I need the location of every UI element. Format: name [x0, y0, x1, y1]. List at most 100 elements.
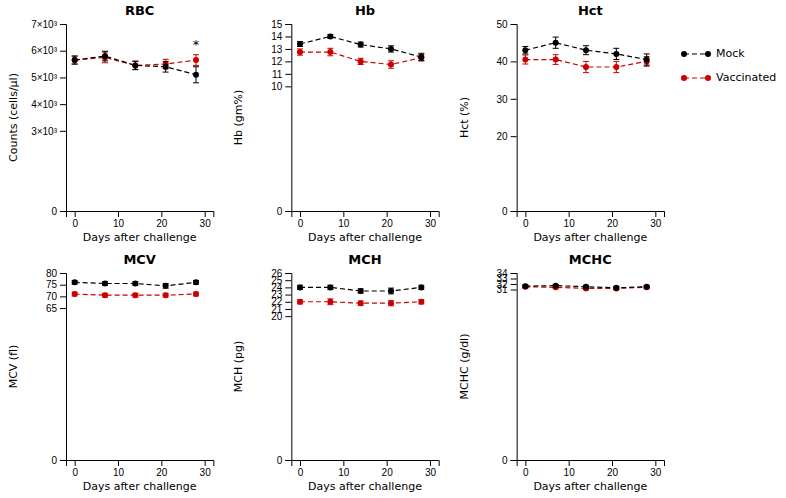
y-tick-mark [60, 296, 66, 297]
error-bar [297, 300, 303, 304]
data-point [327, 33, 333, 39]
error-bar-cap [522, 64, 528, 65]
y-tick: 75 [46, 279, 66, 290]
data-point [613, 64, 619, 70]
series-line [75, 56, 196, 75]
data-point [388, 300, 394, 306]
x-tick: 0 [523, 211, 529, 229]
y-tick-mark [285, 36, 291, 37]
y-tick: 0 [51, 206, 66, 217]
x-tick-label: 0 [298, 218, 304, 229]
data-point [132, 281, 138, 287]
data-point [553, 40, 559, 46]
plot-area [297, 33, 424, 68]
y-axis: 020212223242526 [271, 268, 292, 466]
x-tick-label: 10 [113, 467, 125, 478]
x-tick-mark [300, 211, 301, 217]
data-point [193, 291, 199, 297]
legend-item: Mock [681, 47, 745, 60]
y-tick-mark [60, 308, 66, 309]
y-tick: 70 [46, 291, 66, 302]
x-tick-mark [343, 460, 344, 466]
y-tick: 0 [277, 206, 292, 217]
plot-area [297, 284, 424, 306]
error-bar [358, 58, 364, 64]
error-bar-cap [553, 54, 559, 55]
error-bar [102, 51, 108, 61]
y-tick-label: 0 [51, 455, 57, 466]
error-bar-cap [522, 46, 528, 47]
y-tick: 11 [272, 69, 291, 80]
error-bar [193, 67, 199, 83]
x-tick: 0 [298, 460, 304, 478]
x-tick-mark [118, 460, 119, 466]
y-tick: 80 [46, 268, 66, 279]
series-line [525, 43, 646, 60]
chart-canvas: 010203003×10³4×10³5×10³6×10³7×10³*RBCDay… [0, 0, 786, 498]
y-tick: 65 [46, 303, 66, 314]
data-point [418, 54, 424, 60]
error-bar-cap [418, 60, 424, 61]
x-tick-mark [205, 211, 206, 217]
data-point [358, 288, 364, 294]
x-tick-mark [430, 460, 431, 466]
x-tick: 0 [298, 211, 304, 229]
y-axis-title: MCH (pg) [232, 341, 245, 393]
y-tick: 7×10³ [31, 19, 66, 30]
error-bar [297, 285, 303, 289]
panel: 0102030031323334MCHCDays after challenge… [458, 252, 665, 493]
y-tick-label: 30 [497, 94, 509, 105]
error-bar-cap [193, 82, 199, 83]
data-point [522, 47, 528, 53]
x-tick: 20 [382, 211, 394, 229]
data-point [553, 57, 559, 63]
error-bar [358, 289, 364, 293]
error-bar [297, 49, 303, 55]
error-bar-cap [388, 68, 394, 69]
error-bar-cap [644, 66, 650, 67]
series [522, 55, 649, 73]
x-tick-mark [525, 211, 526, 217]
y-axis-line [60, 274, 67, 461]
error-bar [388, 46, 394, 52]
y-axis: 0101112131415 [271, 19, 292, 217]
y-tick-label: 3×10³ [31, 126, 58, 137]
error-bar-cap [583, 54, 589, 55]
legend-marker [681, 51, 687, 57]
data-point [358, 58, 364, 64]
data-point [102, 292, 108, 298]
panel: 010203003×10³4×10³5×10³6×10³7×10³*RBCDay… [7, 3, 214, 244]
y-axis-line [511, 25, 517, 212]
x-tick-mark [430, 211, 431, 217]
y-axis-title: Hb (gm%) [232, 90, 245, 145]
legend-swatch [684, 77, 708, 78]
y-tick-label: 11 [272, 69, 283, 80]
x-tick-mark [569, 460, 570, 466]
y-tick-label: 0 [51, 206, 57, 217]
error-bar-cap [72, 56, 78, 57]
error-bar-cap [553, 64, 559, 65]
data-point [644, 57, 650, 63]
x-tick: 30 [200, 460, 212, 478]
y-tick-label: 26 [271, 268, 283, 279]
x-tick: 10 [113, 460, 125, 478]
error-bar [132, 61, 138, 70]
x-tick: 20 [607, 211, 619, 229]
legend-swatch [684, 53, 708, 54]
error-bar-cap [102, 60, 108, 61]
y-tick: 30 [497, 94, 517, 105]
error-bar-cap [132, 69, 138, 70]
error-bar [644, 54, 650, 65]
series [72, 51, 199, 83]
y-tick-mark [285, 74, 291, 75]
data-point [418, 299, 424, 305]
chart-title: Hct [578, 3, 603, 18]
x-axis: 0102030 [517, 460, 664, 478]
y-tick: 34 [497, 268, 517, 279]
error-bar [418, 300, 424, 304]
legend-item: Vaccinated [681, 71, 776, 84]
error-bar-cap [102, 51, 108, 52]
data-point [297, 49, 303, 55]
data-point [72, 57, 78, 63]
y-tick-label: 0 [502, 206, 508, 217]
